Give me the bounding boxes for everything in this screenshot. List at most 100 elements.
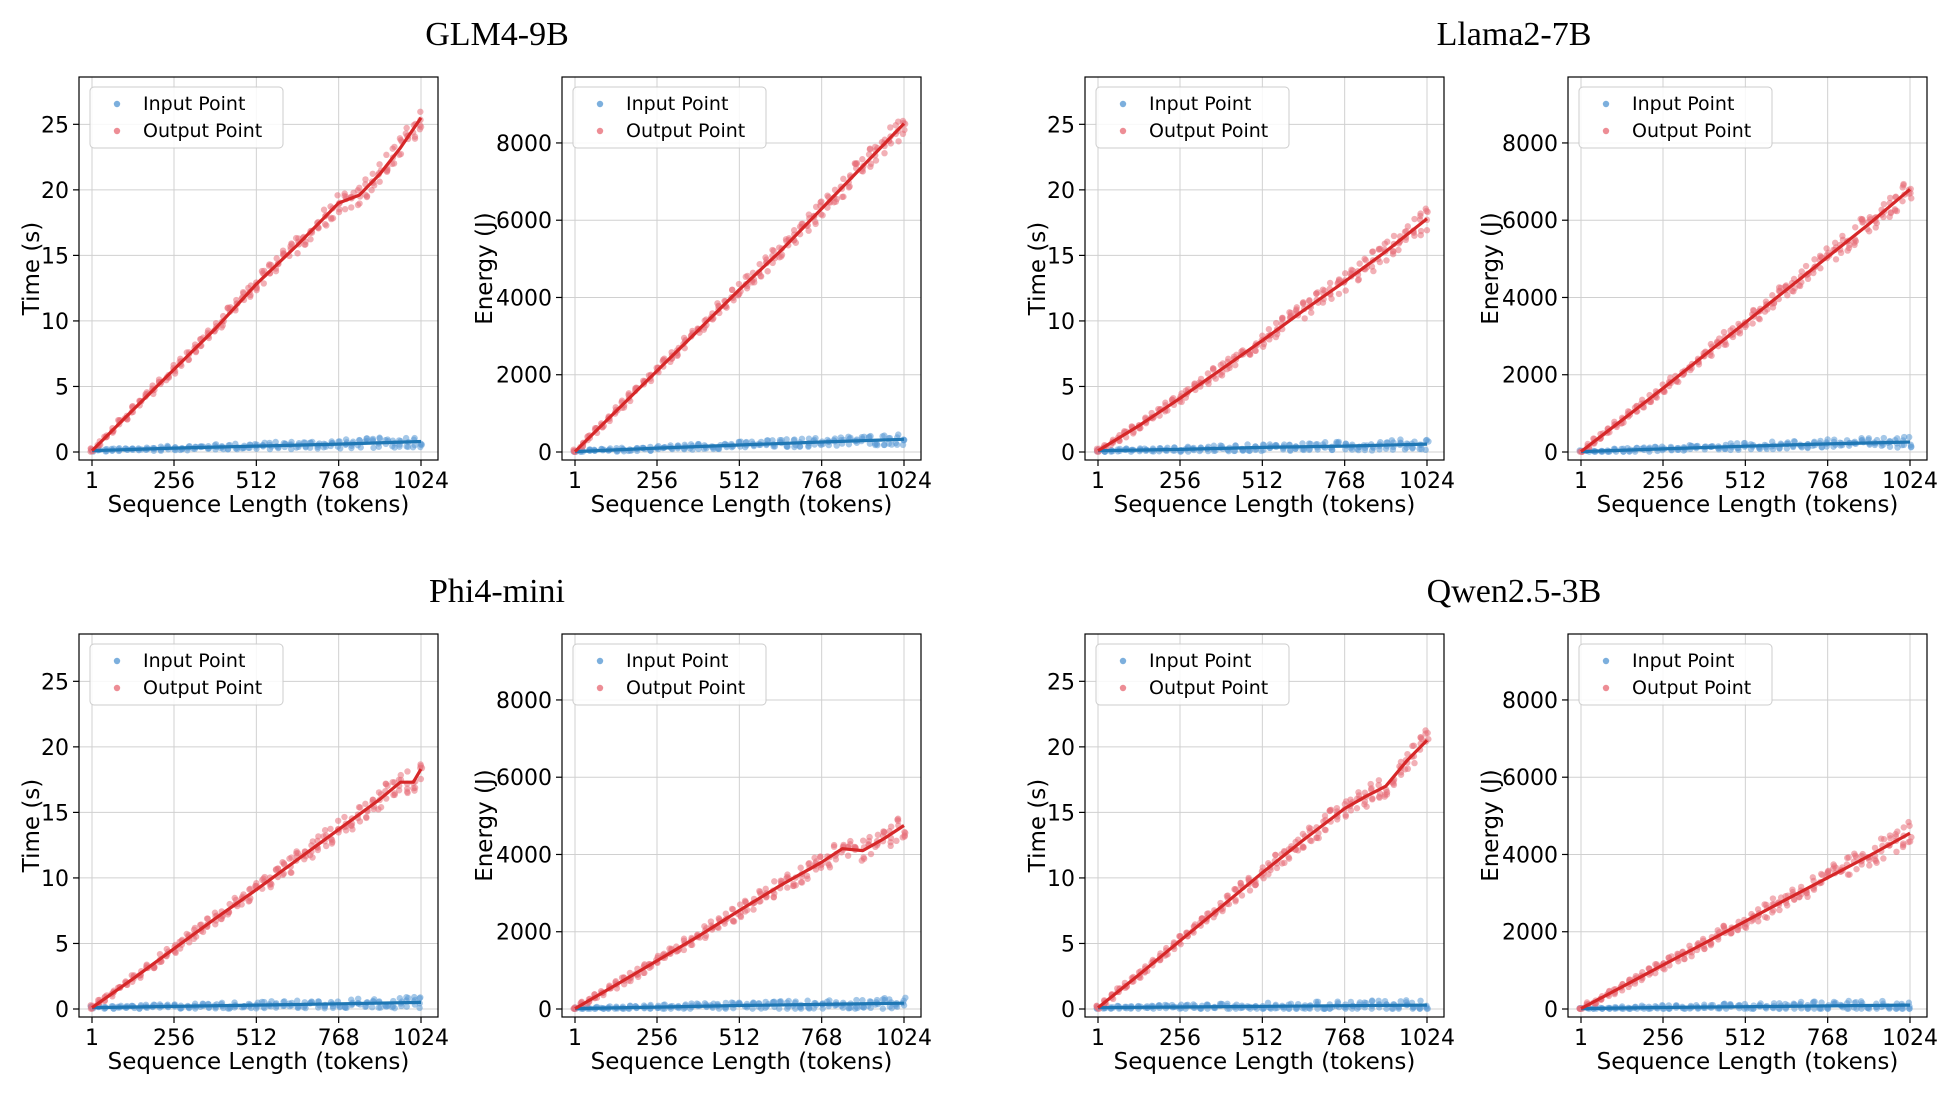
y-tick-label: 5 bbox=[55, 932, 69, 957]
y-tick-label: 25 bbox=[1047, 670, 1075, 695]
output-point bbox=[1285, 854, 1292, 861]
output-point bbox=[417, 123, 425, 131]
input-point bbox=[819, 1005, 826, 1012]
output-trend-line bbox=[1096, 739, 1429, 1009]
output-point bbox=[1675, 958, 1682, 965]
plot-frame bbox=[78, 76, 439, 461]
y-tick-label: 4000 bbox=[496, 286, 552, 311]
output-point bbox=[860, 855, 868, 862]
output-point bbox=[328, 836, 336, 844]
input-point bbox=[845, 1004, 853, 1012]
input-point bbox=[321, 1005, 328, 1012]
chart-panel-5: 1 256 512 768 1024 0 2000 4000 6000 8000 Sequence … bbox=[472, 633, 932, 1075]
input-point bbox=[769, 437, 776, 444]
output-point bbox=[1825, 867, 1832, 875]
output-point bbox=[805, 227, 812, 234]
output-point bbox=[1308, 309, 1315, 316]
output-point bbox=[1423, 207, 1430, 215]
output-point bbox=[1817, 253, 1825, 261]
output-point bbox=[349, 826, 356, 833]
output-point bbox=[1755, 918, 1762, 925]
output-point bbox=[417, 108, 424, 115]
y-tick-label: 15 bbox=[41, 801, 69, 826]
legend: Input Point Output Point bbox=[1095, 86, 1290, 149]
input-point bbox=[899, 441, 907, 449]
output-point bbox=[397, 136, 405, 144]
output-point bbox=[363, 814, 370, 822]
output-point bbox=[1681, 955, 1688, 963]
output-point bbox=[865, 837, 873, 845]
input-point bbox=[1375, 997, 1382, 1005]
output-point bbox=[1272, 851, 1279, 859]
input-point bbox=[1355, 446, 1362, 454]
chart-panel-3: 1 256 512 768 1024 0 2000 4000 6000 8000 Sequence … bbox=[1478, 76, 1938, 518]
input-point bbox=[354, 995, 362, 1002]
output-point bbox=[1347, 796, 1354, 803]
output-point bbox=[1769, 292, 1776, 299]
chart-panel-4: 1 256 512 768 1024 0 5 10 15 20 25 Sequence Length … bbox=[19, 633, 449, 1075]
input-point bbox=[357, 444, 364, 451]
input-point bbox=[1422, 446, 1429, 454]
output-point bbox=[798, 879, 806, 886]
output-point bbox=[1347, 807, 1355, 814]
output-point bbox=[1851, 241, 1858, 249]
y-tick-label: 6000 bbox=[1502, 209, 1558, 234]
x-tick-label: 1024 bbox=[393, 1026, 449, 1051]
y-tick-label: 0 bbox=[538, 441, 552, 466]
input-point bbox=[370, 444, 377, 451]
input-point bbox=[853, 996, 860, 1004]
input-point bbox=[1886, 443, 1894, 450]
output-point bbox=[859, 837, 867, 844]
output-point bbox=[410, 785, 417, 792]
output-point bbox=[1321, 812, 1329, 820]
output-point bbox=[872, 143, 879, 151]
output-point bbox=[1328, 295, 1335, 302]
y-tick-label: 5 bbox=[55, 375, 69, 400]
x-axis-label: Sequence Length (tokens) bbox=[1114, 1049, 1416, 1075]
input-point bbox=[1417, 997, 1424, 1004]
output-point bbox=[1853, 853, 1860, 861]
output-point bbox=[1355, 276, 1363, 283]
output-point bbox=[163, 945, 170, 953]
legend-input-marker bbox=[113, 657, 121, 665]
output-point bbox=[784, 884, 791, 891]
output-point bbox=[887, 842, 894, 850]
x-tick-label: 768 bbox=[1324, 1026, 1366, 1051]
output-point bbox=[1880, 200, 1888, 208]
x-axis-label: Sequence Length (tokens) bbox=[1597, 492, 1899, 518]
input-point bbox=[1244, 441, 1251, 448]
output-point bbox=[1776, 906, 1783, 914]
output-point bbox=[1720, 328, 1728, 336]
x-tick-label: 256 bbox=[153, 1026, 195, 1051]
output-point bbox=[1899, 184, 1906, 191]
input-point bbox=[1810, 998, 1817, 1006]
legend-output-marker bbox=[1119, 684, 1127, 692]
output-point bbox=[1232, 361, 1239, 369]
output-point bbox=[1811, 256, 1818, 263]
input-point bbox=[1880, 434, 1888, 442]
input-point bbox=[281, 998, 288, 1005]
x-tick-label: 256 bbox=[1159, 469, 1201, 494]
output-point bbox=[1390, 232, 1398, 240]
y-axis-label: Energy (J) bbox=[472, 212, 498, 325]
output-point bbox=[1411, 215, 1418, 223]
output-point bbox=[376, 178, 383, 185]
output-point bbox=[790, 880, 797, 888]
x-tick-label: 256 bbox=[1642, 1026, 1684, 1051]
x-tick-label: 1 bbox=[1091, 469, 1105, 494]
y-tick-label: 25 bbox=[1047, 113, 1075, 138]
output-point bbox=[1750, 306, 1757, 314]
legend-output-marker bbox=[1602, 684, 1610, 692]
output-point bbox=[1872, 224, 1879, 231]
output-point bbox=[1363, 803, 1370, 810]
output-point bbox=[1830, 861, 1837, 868]
output-point bbox=[288, 854, 295, 861]
legend-input-label: Input Point bbox=[1149, 93, 1251, 115]
output-point bbox=[1319, 299, 1327, 306]
legend: Input Point Output Point bbox=[572, 86, 767, 149]
output-point bbox=[1252, 347, 1259, 355]
plot-frame bbox=[78, 633, 439, 1018]
input-point bbox=[404, 443, 412, 451]
y-tick-label: 20 bbox=[1047, 179, 1075, 204]
x-axis-label: Sequence Length (tokens) bbox=[591, 492, 893, 518]
